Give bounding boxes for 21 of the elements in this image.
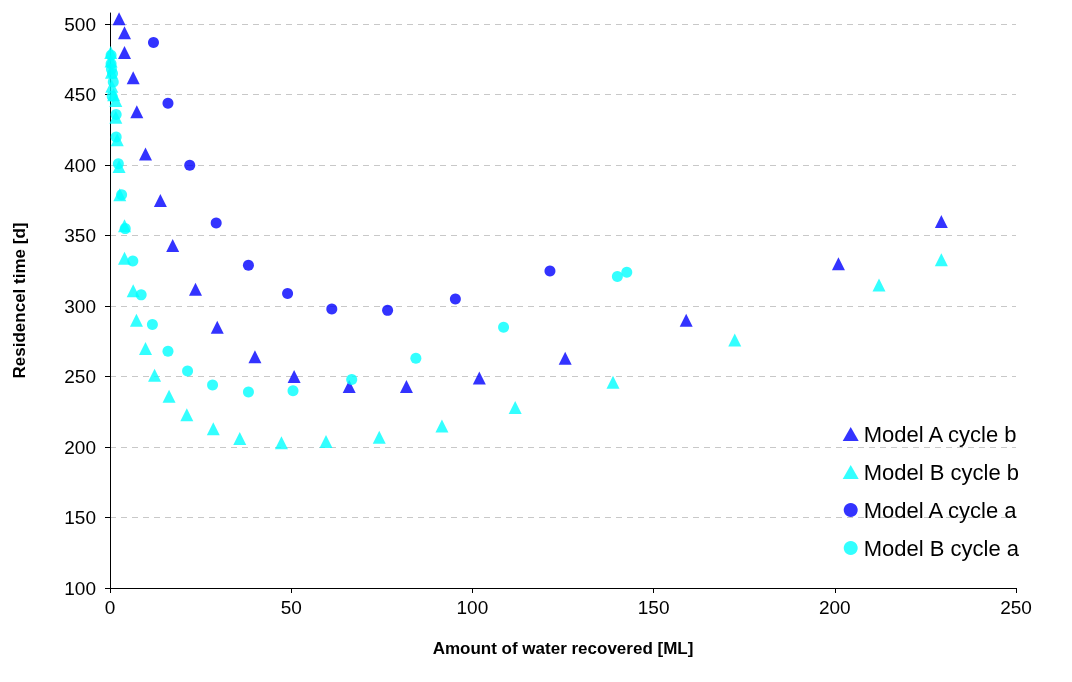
x-axis-title: Amount of water recovered [ML] <box>432 639 694 658</box>
x-tick-label: 0 <box>104 597 116 618</box>
y-tick-label: 500 <box>64 13 96 35</box>
y-tick-label: 100 <box>64 577 96 599</box>
y-tick-label: 300 <box>64 295 96 317</box>
y-axis-title: Residencel time [d] <box>10 222 29 379</box>
legend-label: Model B cycle b <box>863 459 1020 485</box>
y-tick-label: 200 <box>64 436 96 458</box>
legend-label: Model B cycle a <box>863 535 1020 561</box>
y-tick-label: 400 <box>64 154 96 176</box>
x-tick-label: 200 <box>818 597 851 618</box>
y-tick-label: 350 <box>64 225 96 247</box>
x-tick-label: 50 <box>280 597 302 618</box>
y-tick-label: 450 <box>64 84 96 106</box>
x-tick-label: 150 <box>637 597 670 618</box>
y-tick-label: 150 <box>64 507 96 529</box>
x-tick-label: 100 <box>456 597 489 618</box>
y-tick-label: 250 <box>64 366 96 388</box>
legend-label: Model A cycle a <box>863 497 1018 523</box>
x-tick-label: 250 <box>1000 597 1032 618</box>
legend-label: Model A cycle b <box>863 421 1017 447</box>
